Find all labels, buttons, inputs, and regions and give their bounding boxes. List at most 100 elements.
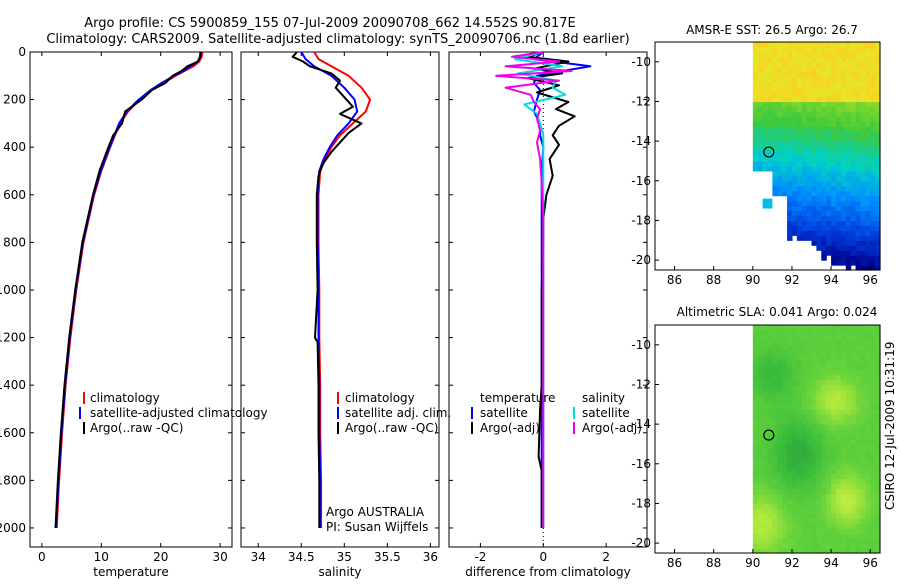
map-cell [801,210,808,217]
map-cell [840,354,847,361]
map-cell [826,414,832,420]
map-cell [787,91,793,98]
map-cell [840,220,847,226]
map-cell [840,195,847,202]
map-cell [777,354,783,361]
map-cell [796,394,803,400]
map-cell [801,71,808,78]
map-cell [855,46,862,53]
map-cell [757,61,764,68]
map-cell [787,543,793,549]
map-cell [801,498,808,505]
map-cell [865,220,871,226]
map-cell [855,42,862,48]
map-cell [855,359,862,366]
map-cell [777,483,783,490]
map-cell [796,354,803,361]
map-cell [767,349,773,356]
map-cell [811,61,818,68]
map-cell [816,339,822,346]
map-cell [801,195,808,202]
map-cell [845,443,852,450]
map-cell [831,56,837,63]
map-cell [821,255,827,261]
map-cell [796,116,803,122]
map-cell [831,508,837,514]
map-cell [801,175,808,182]
map-cell [791,66,798,73]
map-cell [840,46,847,53]
map-cell [796,429,803,435]
map-cell [826,141,832,147]
map-cell [787,81,793,88]
map-cell [762,329,769,336]
map-cell [777,384,783,391]
map-cell [767,394,773,400]
map-cell [816,165,822,172]
map-cell [845,71,852,78]
map-cell [791,200,798,207]
map-cell [772,131,778,137]
map-cell [777,190,783,197]
map-cell [831,51,837,58]
map-cell [855,230,862,236]
map-cell [875,478,881,485]
map-cell [816,91,822,98]
map-cell [787,220,793,226]
map-cell [850,389,857,395]
map-cell [831,374,837,381]
map-cell [816,225,822,231]
map-cell [791,325,798,331]
map-cell [875,170,881,177]
map-cell [777,503,783,509]
map-cell [860,131,866,137]
map-cell [777,419,783,425]
map-cell [835,210,842,217]
map-cell [831,121,837,127]
map-cell [826,364,832,371]
map-cell [821,245,827,251]
map-cell [787,448,793,455]
map-cell [840,91,847,98]
map-cell [782,414,788,420]
map-cell [782,488,788,495]
map-cell [767,463,773,470]
map-cell [831,334,837,341]
map-cell [845,329,852,336]
map-cell [772,359,778,366]
map-cell [835,344,842,351]
map-cell [757,106,764,112]
map-cell [772,151,778,157]
map-cell [762,453,769,460]
map-cell [826,334,832,341]
map-cell [791,205,798,212]
map-cell [860,111,866,117]
map-y-tick-label: -18 [631,496,651,510]
map-cell [806,404,813,410]
map-cell [752,131,759,137]
legend-climatology: climatology [90,391,160,405]
map-cell [762,76,769,83]
map-cell [811,394,818,400]
map-cell [816,245,822,251]
map-cell [772,453,778,460]
map-cell [865,215,871,222]
map-cell [835,389,842,395]
map-cell [811,409,818,415]
map-cell [870,349,876,356]
map-cell [787,56,793,63]
map-cell [850,394,857,400]
map-cell [835,255,842,261]
map-cell [816,190,822,197]
map-cell [791,374,798,381]
map-cell [757,339,764,346]
map-cell [787,61,793,68]
map-cell [831,513,837,519]
map-cell [811,215,818,222]
map-cell [787,76,793,83]
map-cell [855,443,862,450]
map-cell [850,91,857,98]
map-cell [860,538,866,544]
map-cell [845,518,852,524]
map-cell [796,374,803,381]
